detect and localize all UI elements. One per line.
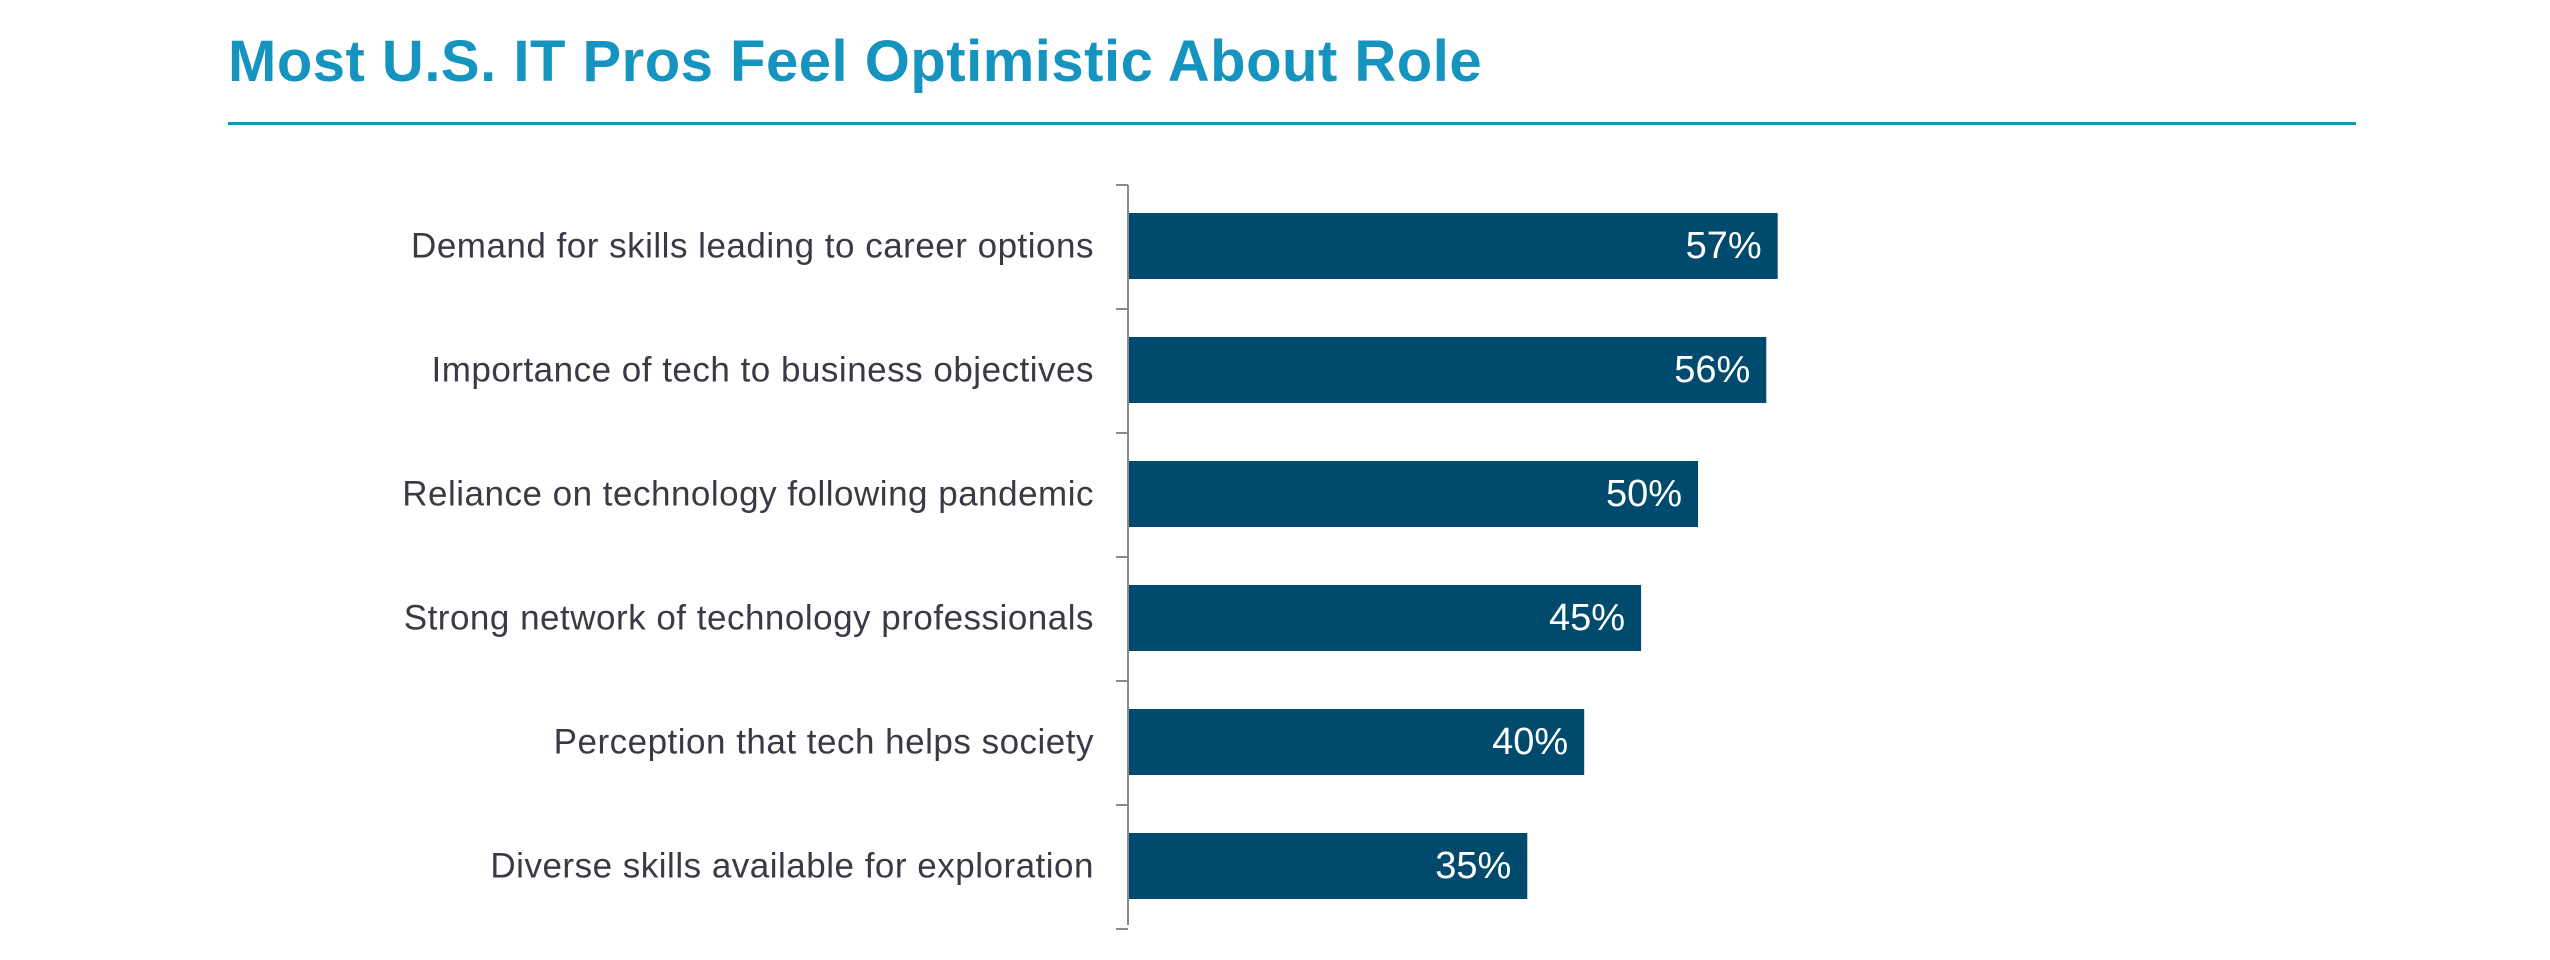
category-label: Reliance on technology following pandemi…: [402, 475, 1094, 514]
category-label: Importance of tech to business objective…: [431, 351, 1094, 390]
value-label: 45%: [1549, 597, 1625, 639]
title-divider: [228, 122, 2356, 125]
chart-title: Most U.S. IT Pros Feel Optimistic About …: [228, 29, 1483, 94]
bar: [1129, 833, 1528, 899]
bar: [1129, 709, 1585, 775]
value-label: 56%: [1674, 349, 1750, 391]
category-label: Demand for skills leading to career opti…: [411, 227, 1094, 266]
category-label: Perception that tech helps society: [554, 723, 1094, 762]
bar: [1129, 461, 1698, 527]
value-label: 57%: [1686, 225, 1762, 267]
value-label: 35%: [1435, 845, 1511, 887]
bar: [1129, 337, 1767, 403]
category-label: Strong network of technology professiona…: [404, 599, 1094, 638]
bar: [1129, 213, 1778, 279]
value-label: 40%: [1492, 721, 1568, 763]
bars-layer: [1129, 213, 1778, 899]
labels-layer: Demand for skills leading to career opti…: [402, 225, 1761, 887]
value-label: 50%: [1606, 473, 1682, 515]
bar: [1129, 585, 1642, 651]
category-label: Diverse skills available for exploration: [490, 847, 1094, 886]
axis-layer: [1116, 184, 1129, 930]
